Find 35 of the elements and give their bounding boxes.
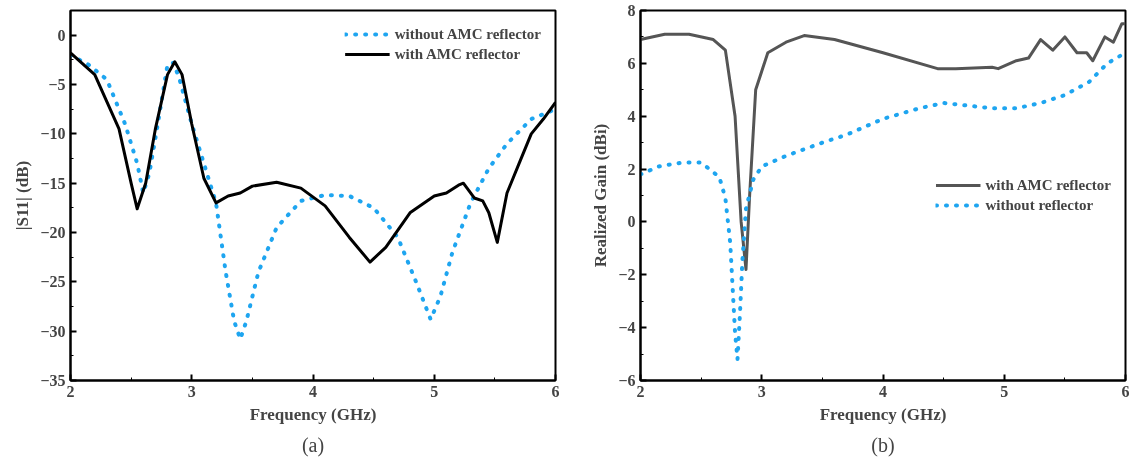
y-tick-label: 6 xyxy=(627,54,636,72)
y-tick-label: 0 xyxy=(57,26,66,44)
x-tick-label: 6 xyxy=(551,382,560,400)
y-tick-label: −30 xyxy=(40,322,66,340)
y-tick-label: −20 xyxy=(40,224,66,241)
y-axis-title: |S11| (dB) xyxy=(13,160,33,231)
y-tick-label: 4 xyxy=(627,107,636,125)
x-tick-label: 3 xyxy=(757,382,766,400)
y-tick-label: −4 xyxy=(618,319,636,337)
x-tick-label: 6 xyxy=(1121,382,1130,400)
y-tick-label: −35 xyxy=(40,372,66,389)
y-axis-title: Realized Gain (dBi) xyxy=(591,123,611,268)
legend-label: with AMC reflector xyxy=(394,45,521,63)
legend-label: without AMC reflector xyxy=(394,25,541,43)
y-tick-label: −15 xyxy=(40,174,66,192)
text: (b) xyxy=(871,433,895,457)
y-tick-label: −25 xyxy=(40,273,66,291)
x-axis-title: Frequency (GHz) xyxy=(819,404,947,424)
y-tick-label: −10 xyxy=(40,125,66,143)
x-tick-label: 5 xyxy=(1000,382,1009,400)
x-axis-title: Frequency (GHz) xyxy=(249,404,377,424)
y-tick-label: −6 xyxy=(618,372,636,389)
x-tick-label: 3 xyxy=(187,382,196,400)
x-tick-label: 4 xyxy=(309,382,317,400)
x-tick-label: 4 xyxy=(879,382,887,400)
line-series xyxy=(640,22,1126,271)
y-tick-label: −2 xyxy=(618,266,636,284)
x-tick-label: 5 xyxy=(430,382,439,400)
legend-label: with AMC reflector xyxy=(985,176,1111,194)
text: (a) xyxy=(301,433,325,457)
y-tick-label: 8 xyxy=(627,2,636,19)
legend-label: without reflector xyxy=(985,196,1094,214)
y-tick-label: 0 xyxy=(627,213,636,231)
y-tick-label: −5 xyxy=(48,76,66,93)
y-tick-label: 2 xyxy=(627,160,636,178)
